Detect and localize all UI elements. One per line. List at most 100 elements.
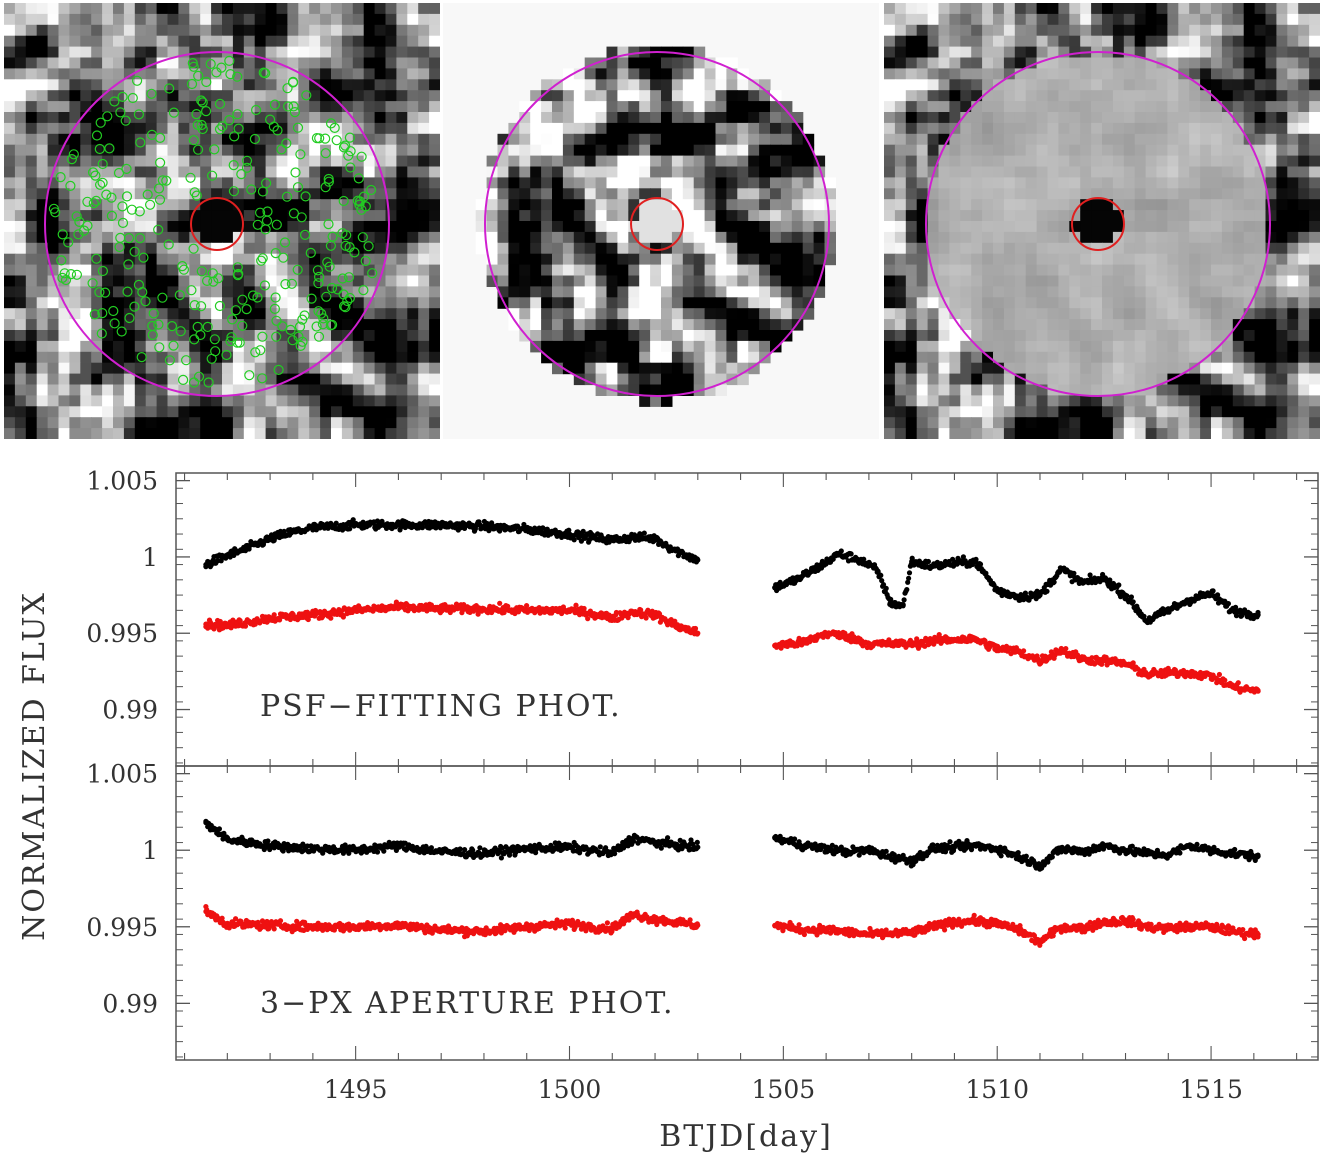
pixel xyxy=(25,275,38,287)
pixel xyxy=(552,308,564,320)
pixel xyxy=(916,373,929,386)
pixel xyxy=(916,308,929,320)
pixel xyxy=(320,199,332,211)
pixel xyxy=(1211,166,1223,178)
pixel xyxy=(905,46,918,59)
pixel xyxy=(639,275,651,287)
pixel xyxy=(960,428,972,439)
pixel xyxy=(102,155,114,168)
pixel xyxy=(661,351,673,364)
neighbor-star-marker xyxy=(271,331,282,342)
pixel xyxy=(1080,297,1092,309)
pixel xyxy=(791,166,804,178)
pixel xyxy=(167,319,179,331)
pixel xyxy=(429,210,440,222)
pixel xyxy=(1276,231,1288,244)
pixel xyxy=(429,101,440,113)
pixel xyxy=(748,199,760,211)
pixel xyxy=(25,308,38,320)
pixel xyxy=(780,122,793,135)
pixel xyxy=(1003,133,1016,146)
neighbor-star-marker xyxy=(210,346,221,357)
pixel xyxy=(1265,210,1277,222)
pixel xyxy=(1058,210,1070,222)
pixel xyxy=(1309,362,1320,375)
pixel xyxy=(1156,362,1168,375)
pixel xyxy=(1080,199,1092,211)
pixel xyxy=(298,57,310,69)
pixel xyxy=(824,253,836,266)
pixel xyxy=(1069,297,1081,309)
pixel xyxy=(200,417,212,429)
pixel xyxy=(69,319,81,331)
pixel xyxy=(167,68,179,80)
pixel xyxy=(737,308,749,320)
pixel xyxy=(331,166,343,178)
neighbor-star-marker xyxy=(224,55,235,67)
pixel xyxy=(671,330,684,342)
pixel xyxy=(971,286,983,298)
pixel xyxy=(80,144,92,157)
pixel xyxy=(374,231,387,244)
pixel xyxy=(1080,188,1092,200)
pixel xyxy=(1080,362,1092,375)
pixel xyxy=(497,199,509,211)
pixel xyxy=(36,133,49,146)
pixel xyxy=(584,166,597,178)
pixel xyxy=(1265,275,1277,287)
pixel xyxy=(374,384,387,396)
pixel xyxy=(715,231,727,244)
pixel xyxy=(1036,155,1049,168)
pixel xyxy=(927,428,940,439)
pixel xyxy=(341,155,354,168)
pixel xyxy=(971,166,983,178)
pixel xyxy=(693,242,706,255)
pixel xyxy=(1156,275,1168,287)
pixel xyxy=(562,101,575,113)
pixel xyxy=(1309,46,1320,59)
pixel xyxy=(1069,330,1081,342)
pixel xyxy=(639,155,651,168)
pixel xyxy=(1112,264,1125,277)
pixel xyxy=(1036,112,1049,124)
pixel xyxy=(737,188,749,200)
pixel xyxy=(429,177,440,189)
neighbor-star-marker xyxy=(360,255,371,267)
pixel xyxy=(1167,330,1179,342)
pixel xyxy=(1069,155,1081,168)
pixel xyxy=(573,231,586,244)
pixel xyxy=(949,46,961,59)
pixel xyxy=(352,210,365,222)
pixel xyxy=(80,406,92,418)
pixel xyxy=(1167,46,1179,59)
pixel xyxy=(1102,188,1114,200)
pixel xyxy=(1025,330,1038,342)
pixel xyxy=(211,253,223,266)
pixel xyxy=(58,188,70,200)
pixel xyxy=(1178,35,1190,48)
pixel xyxy=(595,57,608,69)
pixel xyxy=(1167,275,1179,287)
pixel xyxy=(938,319,950,331)
pixel xyxy=(1047,101,1059,113)
pixel xyxy=(91,79,103,91)
neighbor-star-marker xyxy=(142,189,153,200)
pixel xyxy=(4,286,16,298)
pixel xyxy=(211,199,223,211)
pixel xyxy=(1298,231,1310,244)
pixel xyxy=(1309,221,1320,233)
pixel xyxy=(58,133,70,146)
pixel xyxy=(813,242,826,255)
pixel xyxy=(949,144,961,157)
pixel xyxy=(374,428,387,439)
pixel xyxy=(418,297,430,309)
pixel xyxy=(573,68,586,80)
pixel xyxy=(617,253,629,266)
pixel xyxy=(1112,112,1125,124)
pixel xyxy=(1298,340,1310,353)
pixel xyxy=(145,112,158,124)
pixel xyxy=(993,275,1005,287)
pixel xyxy=(1211,57,1223,69)
pixel xyxy=(156,362,169,375)
pixel xyxy=(211,373,223,386)
